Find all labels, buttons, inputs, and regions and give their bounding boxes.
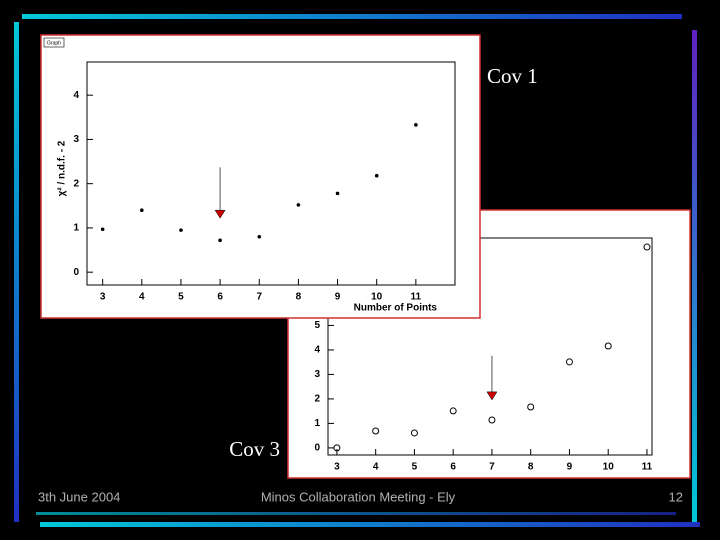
decor-bar [40, 522, 700, 527]
data-point [565, 358, 573, 366]
y-tick-label: 0 [73, 267, 79, 278]
page-number: 12 [669, 489, 683, 504]
decor-bar [14, 22, 19, 522]
data-point [604, 342, 612, 350]
decor-bar [36, 512, 676, 515]
y-tick-label: 1 [314, 418, 320, 429]
x-tick-label: 3 [100, 292, 106, 303]
data-point [333, 444, 341, 452]
data-point [100, 227, 105, 232]
y-tick-label: 3 [314, 369, 320, 380]
x-tick-label: 6 [450, 462, 456, 473]
decor-bar [692, 30, 697, 525]
x-tick-label: 4 [139, 292, 145, 303]
footer-title: Minos Collaboration Meeting - Ely [261, 489, 456, 504]
data-point [140, 208, 144, 213]
x-tick-label: 11 [411, 292, 422, 303]
data-point [488, 416, 496, 424]
data-point [410, 429, 418, 437]
y-tick-label: 3 [73, 134, 79, 145]
chart: 3 4 5 6 7 8 9 10 11 0 1 2 3 4 Graph Number of Points χ² … [40, 34, 538, 319]
x-tick-label: 5 [178, 292, 184, 303]
data-point [218, 238, 222, 243]
data-point [374, 173, 379, 178]
y-tick-label: 5 [314, 320, 320, 331]
x-tick-label: 10 [603, 462, 615, 473]
x-tick-label: 11 [642, 462, 653, 473]
x-tick-label: 8 [528, 462, 534, 473]
y-tick-label: 0 [314, 443, 320, 454]
x-tick-label: 7 [256, 292, 262, 303]
x-tick-label: 6 [217, 292, 223, 303]
x-tick-label: 9 [335, 292, 341, 303]
x-axis-label: Number of Points [354, 303, 438, 314]
y-tick-label: 4 [73, 90, 79, 101]
y-tick-label: 4 [314, 345, 320, 356]
arrow-head [214, 209, 226, 219]
plot-frame [327, 237, 653, 456]
chart-annotation: Cov 1 [487, 64, 538, 88]
data-point [296, 203, 301, 207]
data-point [335, 191, 340, 196]
plot-frame [86, 61, 456, 286]
data-point [372, 427, 380, 435]
data-point [449, 407, 457, 415]
chart-panel [40, 34, 481, 319]
decor-bar [22, 14, 682, 19]
title-box [43, 37, 65, 48]
data-point [643, 243, 651, 251]
x-tick-label: 7 [489, 462, 495, 473]
y-tick-label: 1 [73, 223, 79, 234]
y-axis-label: χ² / n.d.f. - 2 [57, 140, 68, 196]
x-tick-label: 10 [371, 292, 383, 303]
data-point [527, 403, 535, 411]
arrow-head [486, 391, 498, 401]
data-point [414, 123, 418, 127]
data-point [179, 228, 183, 232]
x-tick-label: 3 [334, 462, 340, 473]
y-tick-label: 2 [73, 178, 79, 189]
chart-annotation: Cov 3 [229, 437, 280, 461]
x-tick-label: 4 [373, 462, 379, 473]
chart-title: Graph [47, 40, 61, 46]
x-tick-label: 5 [412, 462, 418, 473]
footer-date: 3th June 2004 [38, 489, 120, 504]
x-tick-label: 8 [296, 292, 302, 303]
y-tick-label: 2 [314, 394, 320, 405]
x-tick-label: 9 [567, 462, 573, 473]
data-point [257, 234, 262, 239]
